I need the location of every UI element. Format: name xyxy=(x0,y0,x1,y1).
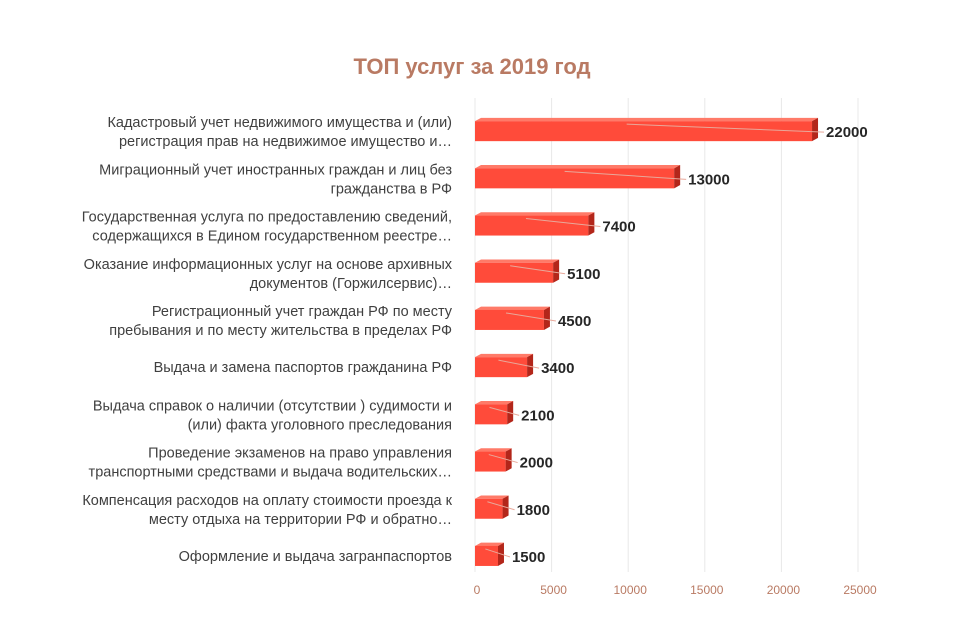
category-label-line: гражданства в РФ xyxy=(331,181,452,197)
category-label-line: Оформление и выдача загранпаспортов xyxy=(179,549,453,565)
bar-side-face xyxy=(553,259,560,283)
bar-top-face xyxy=(475,165,681,169)
value-label: 4500 xyxy=(558,313,591,330)
category-label-line: Миграционный учет иностранных граждан и … xyxy=(99,162,452,178)
bar-side-face xyxy=(588,212,595,236)
bar-side-face xyxy=(812,117,819,142)
bar-top-face xyxy=(475,542,504,546)
x-tick-label: 0 xyxy=(474,583,481,597)
bar xyxy=(475,404,508,425)
category-label-line: Выдача справок о наличии (отсутствии ) с… xyxy=(93,398,452,414)
category-label: Миграционный учет иностранных граждан и … xyxy=(99,162,452,197)
value-label: 2000 xyxy=(520,455,553,472)
x-tick-label: 10000 xyxy=(614,583,648,597)
category-label-line: Государственная услуга по предоставлению… xyxy=(82,210,452,226)
bar-side-face xyxy=(543,306,550,330)
bar-top-face xyxy=(475,448,512,452)
leader-line xyxy=(626,123,825,133)
category-label-line: Регистрационный учет граждан РФ по месту xyxy=(152,304,453,320)
leader-line xyxy=(505,312,557,322)
category-label: Оформление и выдача загранпаспортов xyxy=(179,549,453,565)
bar-top-face xyxy=(475,353,534,358)
bar-top-face xyxy=(475,401,514,405)
x-tick-label: 5000 xyxy=(540,583,567,597)
category-label: Государственная услуга по предоставлению… xyxy=(82,210,452,245)
category-label-line: Оказание информационных услуг на основе … xyxy=(84,257,453,273)
bar-top-face xyxy=(475,212,595,216)
category-label-line: Проведение экзаменов на право управления xyxy=(148,446,452,462)
category-label-line: транспортными средствами и выдача водите… xyxy=(89,465,452,481)
bar xyxy=(475,357,528,378)
x-tick-label: 15000 xyxy=(690,583,724,597)
bar xyxy=(475,262,554,283)
bar-top-face xyxy=(475,495,509,499)
bar-side-face xyxy=(674,165,681,189)
category-label-line: пребывания и по месту жительства в преде… xyxy=(109,323,452,339)
leader-line xyxy=(564,170,687,180)
bar-side-face xyxy=(527,353,534,378)
bars xyxy=(475,117,825,566)
category-label: Выдача справок о наличии (отсутствии ) с… xyxy=(93,398,452,433)
category-label-line: месту отдыха на территории РФ и обратно… xyxy=(149,512,452,528)
leader-line xyxy=(487,501,515,511)
category-label-line: содержащихся в Едином государственном ре… xyxy=(92,229,452,245)
value-label: 1800 xyxy=(517,502,550,519)
leader-line xyxy=(488,454,518,464)
bar xyxy=(475,168,675,189)
value-label: 22000 xyxy=(826,124,868,141)
category-label: Проведение экзаменов на право управления… xyxy=(89,446,452,481)
value-label: 7400 xyxy=(602,219,635,236)
leader-line xyxy=(498,359,540,369)
bar-top-face xyxy=(475,117,819,122)
category-label-line: Компенсация расходов на оплату стоимости… xyxy=(82,493,452,509)
leader-line xyxy=(525,218,601,228)
bar-top-face xyxy=(475,306,550,310)
value-label: 3400 xyxy=(541,360,574,377)
category-label-line: регистрация прав на недвижимое имущество… xyxy=(119,134,452,150)
x-tick-label: 25000 xyxy=(843,583,877,597)
leader-line xyxy=(510,265,566,275)
category-labels: Кадастровый учет недвижимого имущества и… xyxy=(82,115,453,565)
category-label-line: Выдача и замена паспортов гражданина РФ xyxy=(154,360,452,376)
value-labels: 22000 13000 7400 5100 4500 3400 2100 2000 1800 15… xyxy=(512,124,868,566)
category-label: Кадастровый учет недвижимого имущества и… xyxy=(107,115,452,150)
category-label: Компенсация расходов на оплату стоимости… xyxy=(82,493,452,528)
category-label: Выдача и замена паспортов гражданина РФ xyxy=(154,360,452,376)
chart-title: ТОП услуг за 2019 год xyxy=(353,54,590,79)
category-label-line: документов (Горжилсервис)… xyxy=(250,276,452,292)
category-label-line: (или) факта уголовного преследования xyxy=(188,417,452,433)
x-axis-ticks: 0 5000 10000 15000 20000 25000 xyxy=(474,583,877,597)
bar xyxy=(475,121,813,142)
category-label: Регистрационный учет граждан РФ по месту… xyxy=(109,304,452,339)
value-label: 5100 xyxy=(567,266,600,283)
bar xyxy=(475,215,589,236)
value-label: 13000 xyxy=(688,171,730,188)
category-label: Оказание информационных услуг на основе … xyxy=(84,257,453,292)
bar-top-face xyxy=(475,259,560,263)
bar xyxy=(475,451,506,472)
leader-line xyxy=(489,406,520,416)
value-label: 2100 xyxy=(521,407,554,424)
value-label: 1500 xyxy=(512,549,545,566)
bar xyxy=(475,309,544,330)
leader-line xyxy=(485,548,511,558)
category-label-line: Кадастровый учет недвижимого имущества и… xyxy=(107,115,452,131)
x-tick-label: 20000 xyxy=(767,583,801,597)
